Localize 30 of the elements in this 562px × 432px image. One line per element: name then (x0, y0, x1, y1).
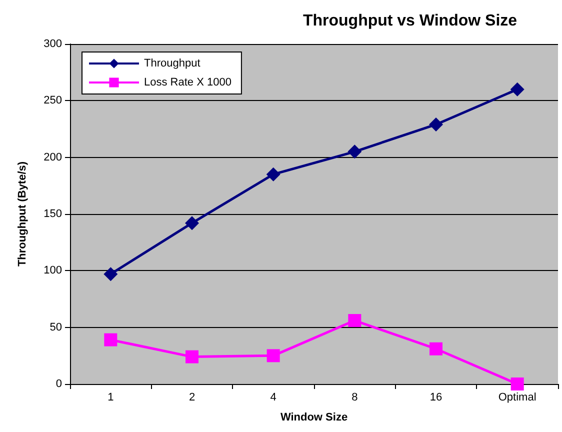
point (104, 267, 118, 282)
legend-label: Throughput (144, 58, 200, 70)
y-tick-label: 250 (44, 94, 62, 107)
point (348, 144, 362, 159)
y-tick-label: 150 (44, 208, 62, 220)
y-tick-label: 200 (44, 151, 62, 164)
y-axis-title: Throughput (Byte/s) (16, 161, 28, 267)
point (510, 82, 524, 96)
point (104, 333, 118, 346)
chart-title: Throughput vs Window Size (302, 12, 518, 30)
point (186, 350, 198, 364)
y-tick-label: 300 (44, 38, 62, 50)
x-tick-label: 2 (188, 392, 196, 404)
point (185, 216, 199, 230)
point (348, 314, 362, 328)
y-tick-label: 0 (56, 378, 62, 390)
point (429, 117, 443, 132)
x-tick-label: Optimal (498, 392, 536, 404)
point (510, 378, 524, 390)
x-tick-label: 8 (352, 392, 358, 404)
y-tick-label: 50 (50, 321, 62, 334)
x-axis-title: Window Size (280, 412, 348, 424)
legend-label: Loss Rate X 1000 (144, 76, 232, 88)
y-tick-label: 100 (44, 264, 62, 277)
x-tick-label: 1 (108, 392, 114, 404)
point (430, 342, 442, 356)
x-tick-label: 16 (430, 392, 442, 404)
x-tick-label: 4 (270, 392, 276, 404)
point (266, 349, 280, 362)
point (266, 167, 280, 182)
